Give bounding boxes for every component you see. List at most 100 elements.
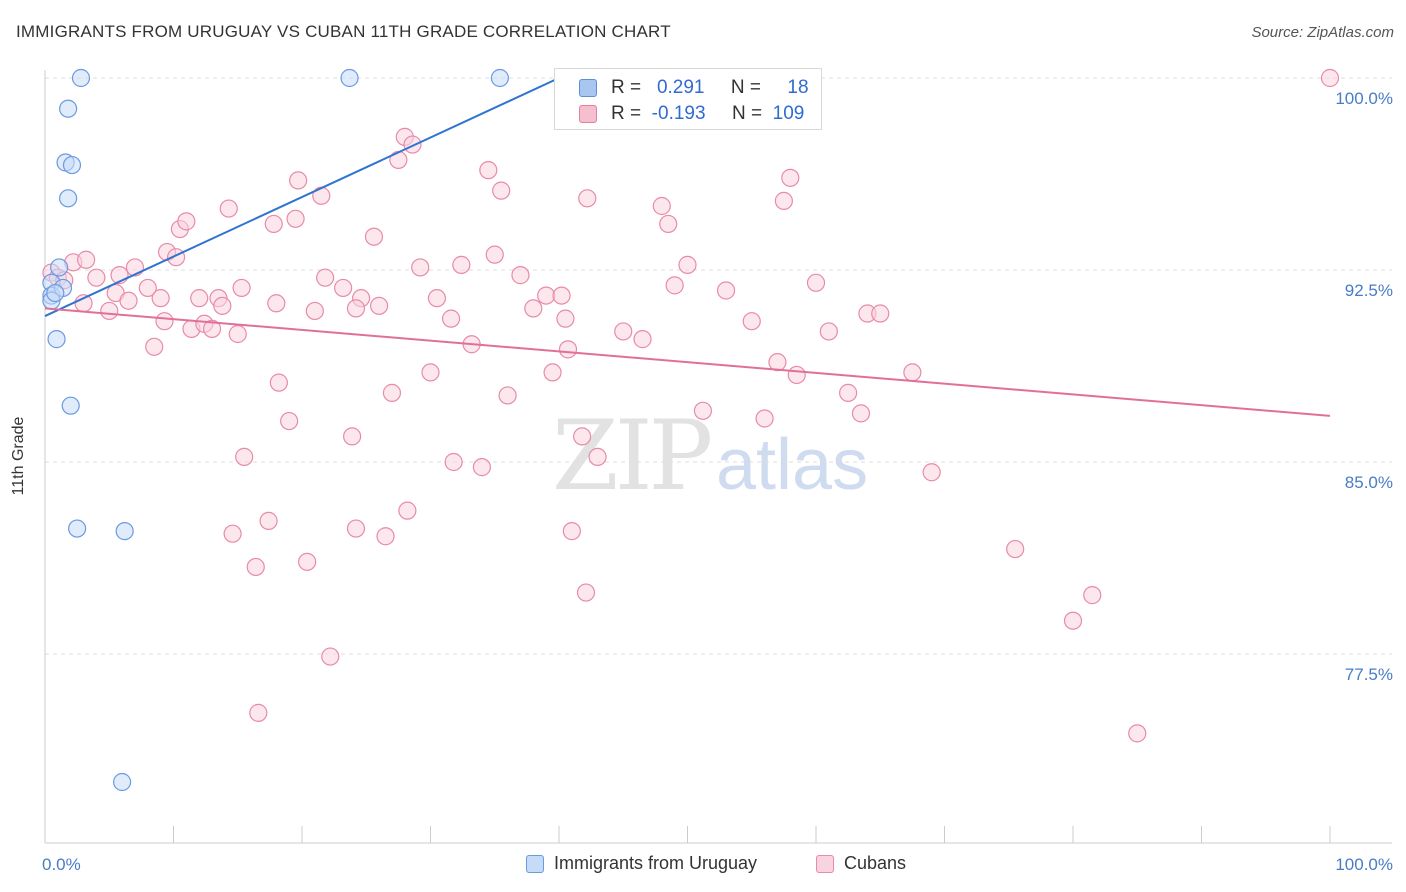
point-cubans: [235, 447, 254, 466]
trend-line-uruguay: [44, 77, 560, 317]
point-cubans: [228, 324, 247, 344]
point-cubans: [202, 319, 222, 338]
legend-swatch-cubans: [579, 105, 597, 123]
point-cubans: [213, 296, 232, 315]
point-cubans: [851, 404, 871, 423]
point-cubans: [537, 286, 556, 305]
point-cubans: [286, 209, 305, 228]
point-cubans: [552, 286, 571, 305]
point-cubans: [346, 519, 366, 538]
point-uruguay: [59, 189, 78, 208]
point-cubans: [492, 181, 511, 200]
axes: [44, 70, 1392, 844]
trend-line-cubans: [44, 307, 1331, 417]
y-tick-label: 100.0%: [1335, 89, 1393, 108]
point-cubans: [1006, 539, 1025, 559]
point-uruguay: [112, 772, 132, 792]
legend-text-cubans: R = -0.193 N = 109: [611, 103, 804, 125]
point-cubans: [742, 312, 761, 331]
point-cubans: [871, 304, 890, 323]
point-cubans: [716, 281, 736, 300]
point-cubans: [370, 296, 389, 315]
point-cubans: [190, 289, 209, 308]
point-cubans: [576, 583, 596, 602]
point-cubans: [485, 245, 504, 264]
point-cubans: [389, 150, 408, 170]
point-cubans: [678, 255, 697, 274]
legend-n-label: N =: [731, 103, 763, 124]
bottom-legend-cubans[interactable]: Cubans: [816, 853, 906, 874]
point-cubans: [305, 301, 324, 321]
point-cubans: [232, 278, 251, 298]
point-cubans: [403, 135, 422, 154]
bottom-legend-uruguay[interactable]: Immigrants from Uruguay: [526, 853, 757, 874]
point-cubans: [903, 363, 922, 382]
y-tick-label: 85.0%: [1345, 473, 1393, 492]
point-uruguay: [115, 522, 134, 541]
stats-legend: R = 0.291 N = 18 R = -0.193 N = 109: [554, 68, 822, 130]
bottom-legend-swatch-cubans: [816, 854, 834, 873]
y-tick-label: 77.5%: [1345, 665, 1393, 684]
legend-n-value: 109: [772, 103, 805, 124]
point-uruguay: [340, 68, 359, 88]
trend-lines: [44, 77, 1331, 417]
point-cubans: [441, 309, 461, 328]
point-cubans: [806, 273, 826, 292]
point-cubans: [138, 278, 157, 298]
point-uruguay: [71, 68, 91, 88]
point-uruguay: [46, 283, 65, 303]
point-cubans: [427, 289, 447, 308]
x-tick-label-max: 100.0%: [1335, 855, 1393, 874]
point-cubans: [246, 557, 265, 577]
point-cubans: [321, 647, 340, 666]
point-cubans: [444, 452, 463, 472]
point-cubans: [556, 309, 575, 328]
bottom-legend-swatch-uruguay: [526, 854, 544, 873]
point-cubans: [421, 363, 440, 382]
point-cubans: [364, 227, 384, 246]
point-cubans: [259, 511, 278, 530]
point-cubans: [768, 353, 787, 372]
point-uruguay: [47, 330, 66, 349]
point-cubans: [155, 312, 174, 331]
point-cubans: [452, 255, 471, 274]
point-cubans: [659, 214, 678, 234]
point-cubans: [543, 363, 562, 382]
point-cubans: [398, 501, 417, 520]
point-uruguay: [490, 68, 509, 88]
point-uruguay: [62, 155, 82, 175]
bottom-legend-label-cubans: Cubans: [844, 853, 907, 873]
point-cubans: [479, 161, 498, 180]
point-cubans: [177, 212, 196, 231]
y-tick-label: 92.5%: [1345, 281, 1393, 300]
point-cubans: [1128, 724, 1147, 743]
point-cubans: [819, 322, 838, 341]
watermark-zip: ZIP: [552, 400, 713, 512]
legend-swatch-uruguay: [579, 79, 597, 97]
point-cubans: [376, 527, 395, 546]
point-cubans: [249, 703, 268, 722]
point-cubans: [382, 383, 402, 402]
point-cubans: [411, 258, 430, 277]
legend-r-value: -0.193: [651, 103, 706, 124]
source-label: Source: ZipAtlas.com: [1251, 24, 1394, 41]
point-cubans: [774, 191, 793, 210]
point-cubans: [573, 427, 592, 446]
point-cubans: [693, 401, 713, 420]
point-cubans: [755, 409, 774, 428]
point-cubans: [558, 340, 578, 359]
watermark-atlas: atlas: [716, 425, 869, 505]
legend-r-label: R =: [611, 77, 642, 98]
point-cubans: [614, 322, 633, 341]
point-cubans: [588, 447, 607, 466]
point-cubans: [524, 299, 543, 318]
legend-r-value: 0.291: [656, 77, 705, 98]
point-cubans: [289, 171, 308, 190]
legend-n-value: 18: [787, 77, 809, 98]
bottom-legend-label-uruguay: Immigrants from Uruguay: [554, 853, 758, 873]
tick-labels: 77.5% 85.0% 92.5% 100.0% 0.0% 100.0%: [42, 89, 1393, 874]
point-cubans: [781, 168, 800, 187]
point-cubans: [1063, 611, 1083, 630]
point-cubans: [269, 373, 288, 392]
